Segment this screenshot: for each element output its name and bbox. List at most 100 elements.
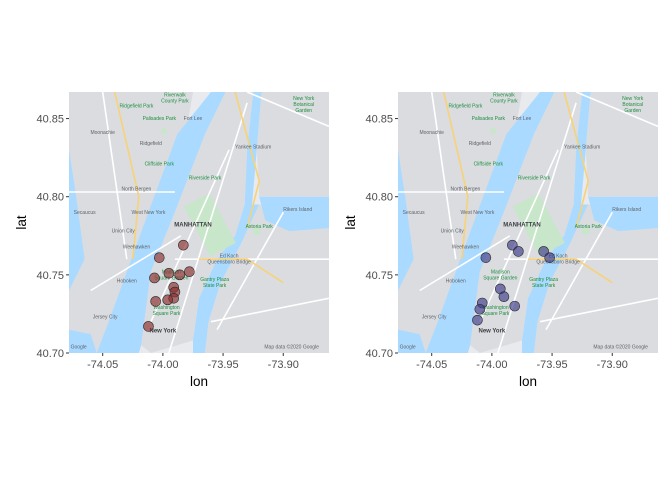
map-east-river — [193, 204, 260, 353]
map-place-label: Palisades Park — [472, 116, 506, 122]
right-y-axis: 40.70 40.75 40.80 40.85 — [365, 114, 398, 360]
map-place-label: Riverwalk County Park — [161, 93, 189, 105]
map-bay-water — [398, 329, 426, 353]
data-point — [480, 252, 492, 263]
data-point — [150, 296, 161, 307]
data-point — [474, 303, 486, 315]
map-place-label: Cliffside Park — [474, 161, 504, 167]
map-place-label: Union City — [441, 229, 465, 235]
map-place-label: West New York — [132, 210, 166, 216]
map-astoria-park — [581, 227, 590, 236]
map-place-label: Cliffside Park — [145, 161, 175, 167]
map-place-label: MANHATTAN — [174, 222, 211, 228]
map-road — [150, 149, 230, 323]
map-highway — [113, 92, 140, 260]
x-tick-label: -73.90 — [268, 359, 299, 371]
y-tick-label: 40.85 — [365, 114, 393, 126]
map-place-label: Fort Lee — [513, 116, 532, 122]
x-tick-label: -74.05 — [416, 359, 447, 371]
left-x-axis-title: lon — [190, 374, 208, 389]
left-map-panel: Riverwalk County Park New York Botanical Gar… — [14, 92, 329, 389]
map-place-label: Jersey City — [93, 315, 118, 321]
x-tick-label: -73.95 — [207, 359, 238, 371]
map-place-label: New York — [478, 329, 505, 335]
y-tick-label: 40.75 — [365, 270, 393, 282]
map-place-label: Map data ©2020 Google — [593, 343, 648, 350]
map-road — [216, 211, 284, 330]
map-place-label: New York Botanical Garden — [293, 96, 315, 114]
x-tick-label: -73.90 — [597, 359, 628, 371]
map-astoria-park — [252, 227, 261, 236]
map-place-label: Ridgefield — [469, 141, 491, 147]
y-tick-label: 40.70 — [36, 348, 64, 360]
map-road — [101, 92, 128, 260]
map-place-label: Secaucus — [403, 210, 425, 216]
map-road — [539, 297, 658, 323]
map-place-label: Rikers Island — [612, 207, 641, 213]
right-data-points — [472, 239, 555, 326]
map-highway — [442, 92, 469, 260]
map-road — [575, 92, 658, 128]
map-bay-water — [69, 329, 97, 353]
map-place-label: Moonachie — [419, 130, 444, 136]
map-place-label: Weehawken — [452, 244, 480, 250]
map-harlem-river — [573, 92, 591, 205]
map-place-label: Ridgefield — [140, 141, 162, 147]
data-point — [472, 314, 483, 326]
right-x-axis-title: lon — [519, 374, 537, 389]
map-place-label: Riverside Park — [518, 176, 551, 182]
map-place-label: Palisades Park — [143, 116, 177, 122]
right-map-panel: Riverwalk County Park New York Botanical Gar… — [343, 92, 658, 389]
map-place-label: North Bergen — [451, 186, 481, 192]
left-map-labels: Riverwalk County Park New York Botanical Gar… — [71, 93, 320, 351]
map-place-label: Washington Square Park — [482, 305, 510, 317]
left-data-points — [143, 239, 195, 332]
y-tick-label: 40.80 — [365, 192, 393, 204]
y-tick-label: 40.80 — [36, 192, 64, 204]
map-place-label: New York — [149, 329, 176, 335]
map-cliffside-park — [161, 128, 168, 135]
map-place-label: North Bergen — [122, 186, 152, 192]
map-road — [430, 92, 457, 260]
x-tick-label: -73.95 — [536, 359, 567, 371]
map-place-label: Union City — [112, 229, 136, 235]
map-place-label: Moonachie — [90, 130, 115, 136]
map-hackensack-water — [69, 149, 85, 291]
x-tick-label: -74.05 — [87, 359, 118, 371]
data-point — [509, 300, 521, 312]
map-place-label: Ridgefield Park — [448, 104, 482, 110]
map-queens-brooklyn — [534, 204, 658, 353]
map-place-label: Hoboken — [446, 279, 466, 285]
data-point — [178, 239, 189, 251]
map-highway — [528, 258, 613, 284]
right-x-axis: -74.05 -74.00 -73.95 -73.90 — [416, 353, 628, 371]
map-road — [210, 297, 329, 323]
map-place-label: Astoria Park — [575, 224, 603, 230]
map-place-label: New York Botanical Garden — [622, 96, 644, 114]
map-road — [497, 102, 577, 353]
data-point — [174, 269, 186, 281]
map-hudson-river — [96, 92, 226, 353]
map-highway — [234, 92, 261, 229]
right-map-background — [398, 92, 658, 353]
data-point — [162, 294, 174, 306]
map-nj-urban — [398, 92, 522, 353]
map-road — [168, 102, 248, 353]
map-place-label: Yankee Stadium — [564, 144, 600, 150]
map-place-label: Jersey City — [422, 315, 447, 321]
x-tick-label: -74.00 — [476, 359, 507, 371]
map-road — [246, 92, 329, 128]
map-hudson-river — [425, 92, 555, 353]
data-point — [513, 246, 524, 257]
map-road — [545, 211, 613, 330]
map-place-label: Map data ©2020 Google — [264, 343, 319, 350]
map-road — [90, 235, 182, 292]
map-place-label: Riverwalk County Park — [490, 93, 518, 105]
map-place-label: Riverside Park — [189, 176, 222, 182]
map-highway — [563, 92, 590, 229]
map-place-label: MANHATTAN — [503, 222, 540, 228]
map-highway — [199, 258, 284, 284]
y-tick-label: 40.70 — [365, 348, 393, 360]
